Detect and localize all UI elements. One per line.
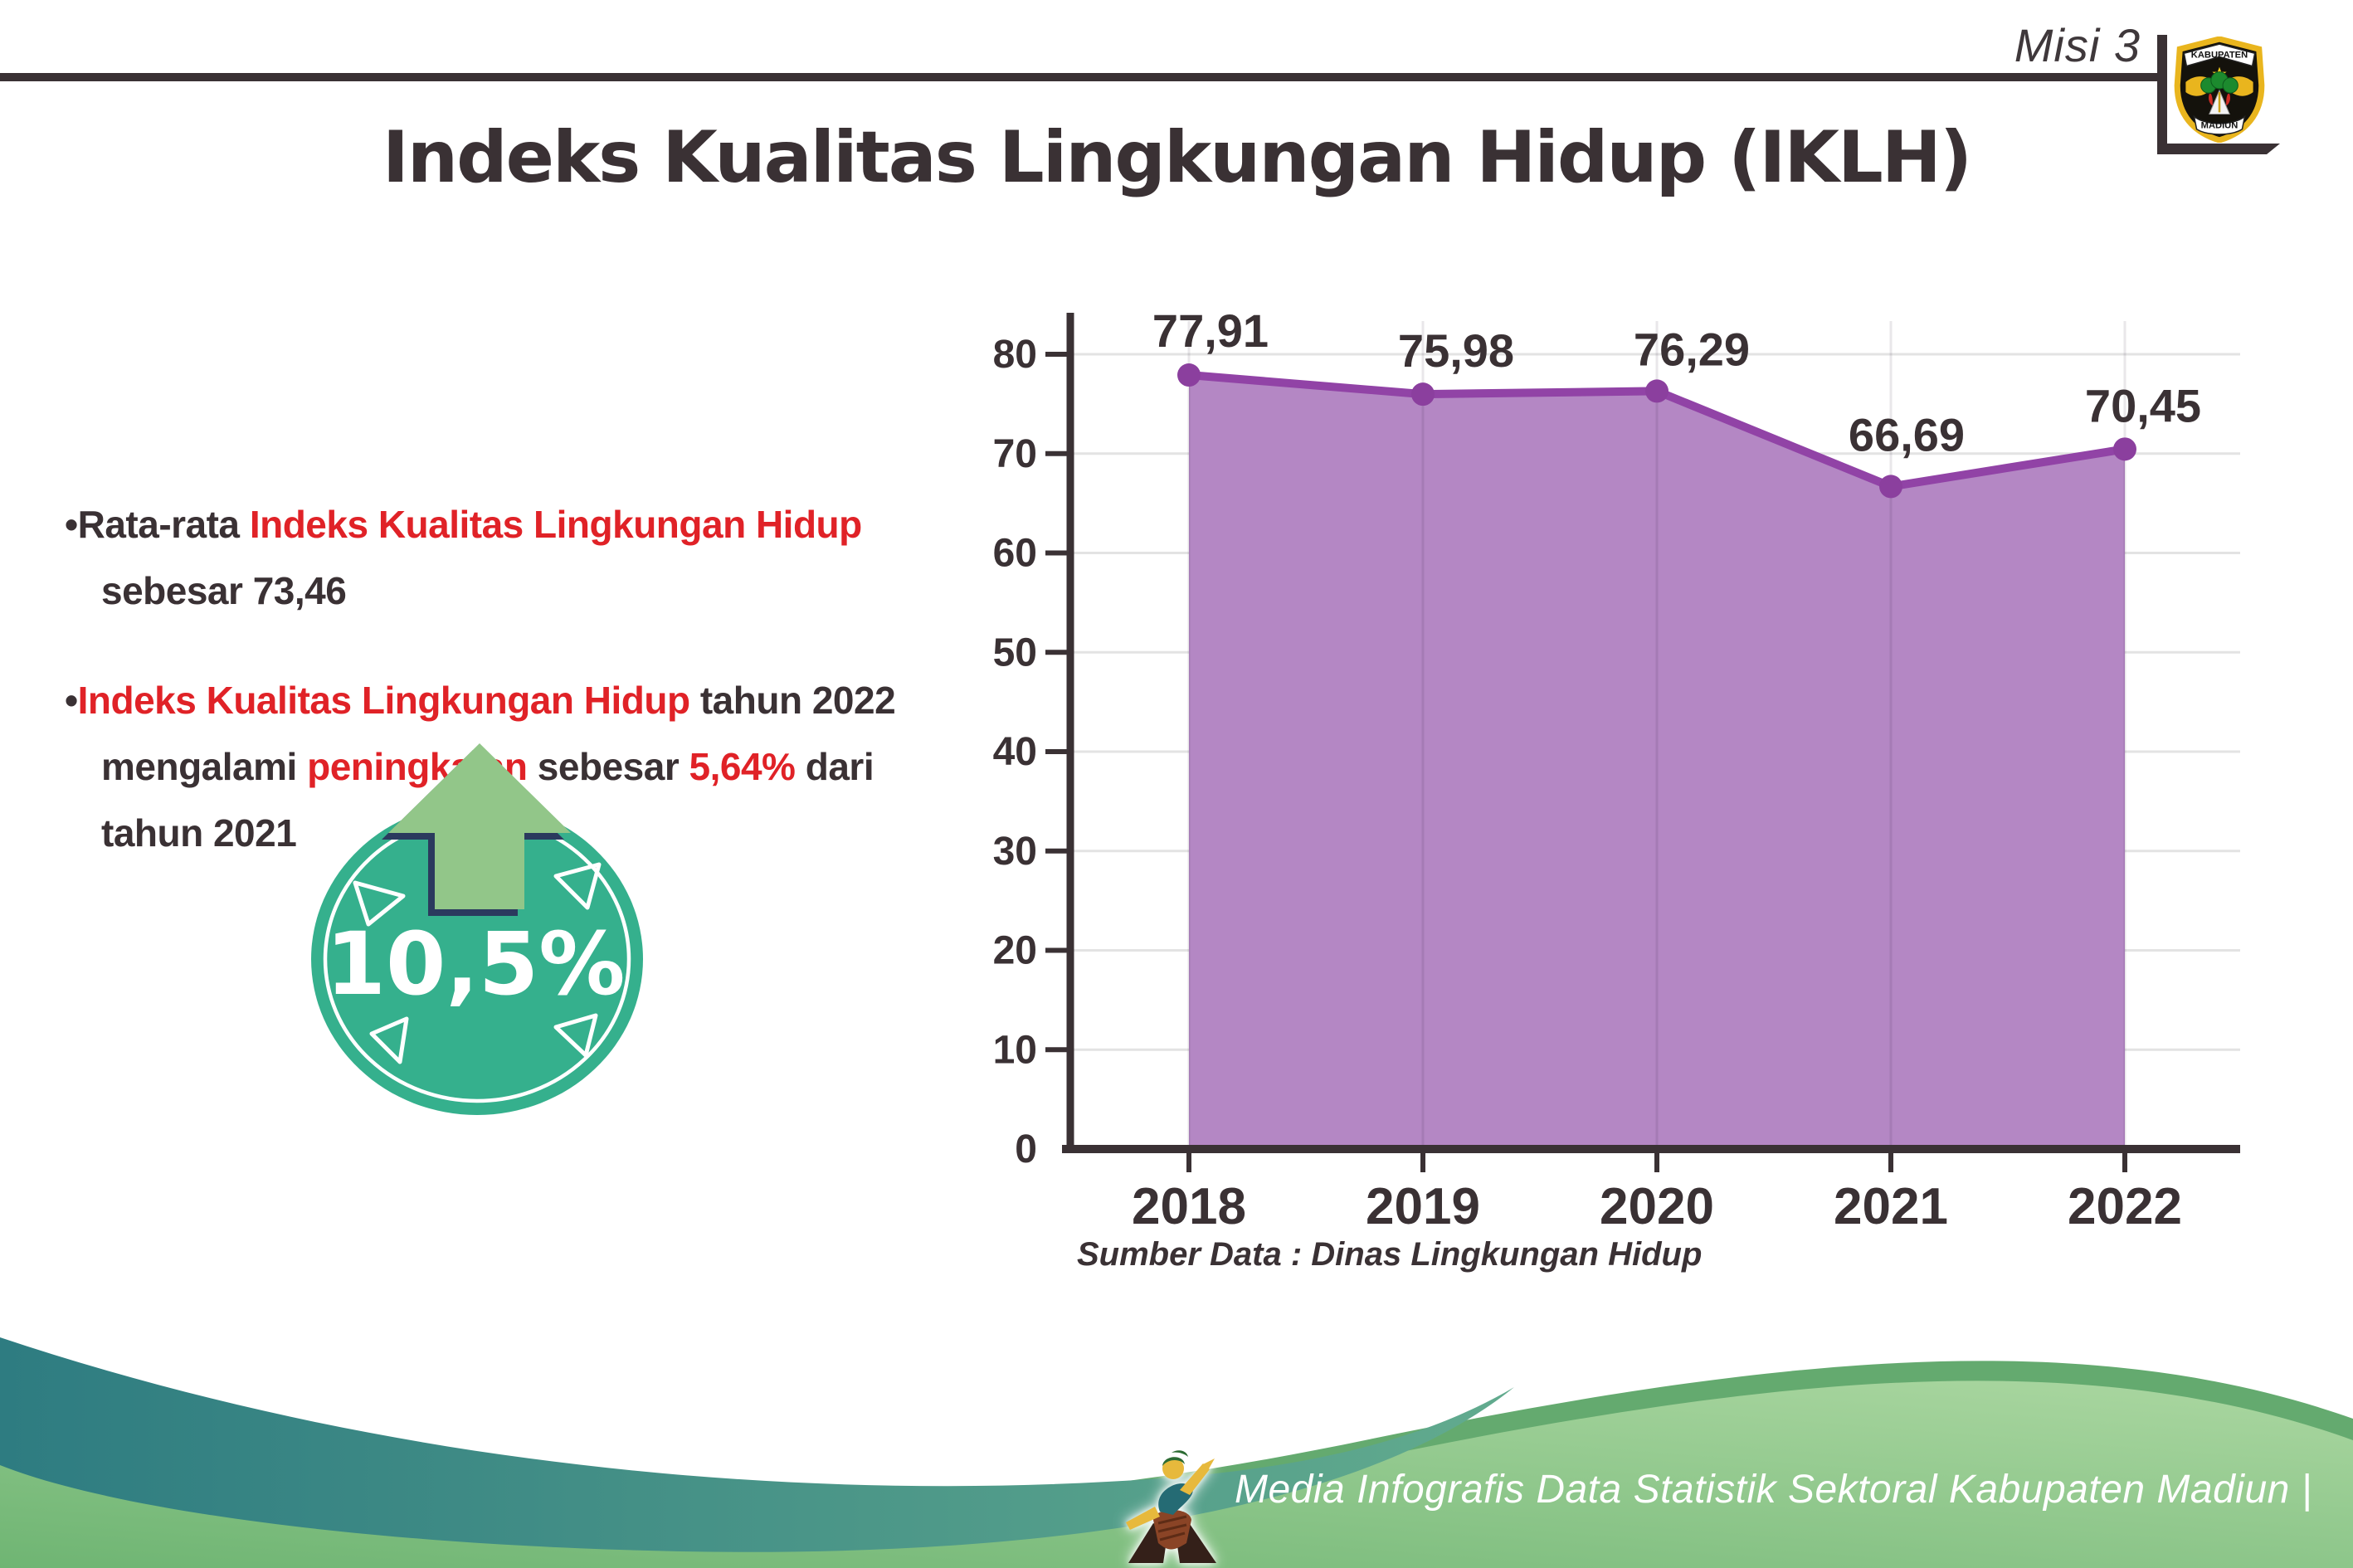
y-tick-label: 40: [993, 730, 1037, 774]
x-tick-label: 2021: [1834, 1178, 1948, 1235]
mascot-right-arm: [1180, 1463, 1210, 1495]
chart-source-note: Sumber Data : Dinas Lingkungan Hidup: [1077, 1236, 1703, 1273]
y-tick-label: 60: [993, 532, 1037, 576]
crest-red-flame-icon: [2226, 94, 2230, 106]
area-fill: [1189, 375, 2125, 1150]
y-tick-label: 50: [993, 631, 1037, 674]
page-title: Indeks Kualitas Lingkungan Hidup (IKLH): [382, 116, 1972, 199]
data-label: 66,69: [1849, 408, 1965, 460]
data-point: [1177, 363, 1201, 387]
data-label: 76,29: [1634, 323, 1750, 375]
crest-bottom-text: MADIUN: [2201, 121, 2239, 131]
mission-label: Misi 3: [2014, 19, 2141, 71]
y-tick-label: 10: [993, 1028, 1037, 1072]
kabupaten-madiun-crest-logo: KABUPATEN MADIUN: [2174, 37, 2265, 143]
crest-tree-icon: [2222, 77, 2239, 94]
x-tick-label: 2020: [1600, 1178, 1714, 1235]
dancer-mascot-icon: [1126, 1450, 1216, 1563]
x-tick-label: 2019: [1366, 1178, 1480, 1235]
up-arrow-icon: [388, 743, 571, 909]
mascot-hand-fan: [1201, 1458, 1215, 1470]
footer-credit: Media Infografis Data Statistik Sektoral…: [1235, 1468, 2312, 1512]
mascot-left-arm: [1126, 1507, 1160, 1530]
crest-top-text: KABUPATEN: [2191, 50, 2248, 60]
logo-frame-vertical: [2157, 35, 2167, 153]
mascot-cap-crest: [1172, 1450, 1188, 1457]
footer-wave-light: [0, 1381, 2353, 1568]
data-point: [1645, 379, 1669, 403]
badge-accent-triangle: [369, 1016, 409, 1064]
y-tick-label: 20: [993, 929, 1037, 973]
crest-bottom-banner: [2193, 114, 2246, 135]
bullet-increase-iklh: •Indeks Kualitas Lingkungan Hidup tahun …: [65, 679, 896, 855]
y-tick-label: 30: [993, 830, 1037, 874]
logo-frame-horizontal: [2157, 144, 2280, 154]
badge-accent-triangle: [353, 880, 406, 927]
bullet-average-iklh: •Rata-rata Indeks Kualitas Lingkungan Hi…: [65, 503, 862, 612]
badge-percentage: 10,5%: [326, 913, 626, 1015]
footer-wave: [0, 1337, 2353, 1568]
data-point: [1879, 475, 1902, 499]
data-point: [2113, 437, 2136, 461]
mascot-head: [1162, 1458, 1184, 1479]
y-tick-label: 80: [993, 333, 1037, 377]
badge-accent-triangle: [553, 862, 602, 910]
header-rule: [0, 73, 2167, 81]
crest-top-banner: [2183, 43, 2256, 67]
data-point: [1411, 382, 1435, 407]
footer-wave-teal: [0, 1337, 1514, 1552]
mascot-cap: [1162, 1457, 1185, 1466]
data-label: 75,98: [1398, 324, 1514, 377]
y-tick-label: 0: [1015, 1127, 1037, 1171]
x-tick-label: 2018: [1132, 1178, 1246, 1235]
y-tick-label: 70: [993, 432, 1037, 476]
mascot-skirt-pattern: [1157, 1515, 1187, 1541]
data-label: 70,45: [2085, 379, 2201, 431]
x-tick-label: 2022: [2068, 1178, 2182, 1235]
data-label: 77,91: [1152, 304, 1269, 357]
increase-badge: 10,5%: [311, 743, 643, 1115]
badge-accent-triangle: [553, 1013, 598, 1058]
iklh-area-chart: 0 10 20 30 40 50 60 70 80 2018 2019 2020 2021 2022 77,…: [993, 304, 2240, 1235]
crest-red-flame-icon: [2209, 94, 2213, 106]
